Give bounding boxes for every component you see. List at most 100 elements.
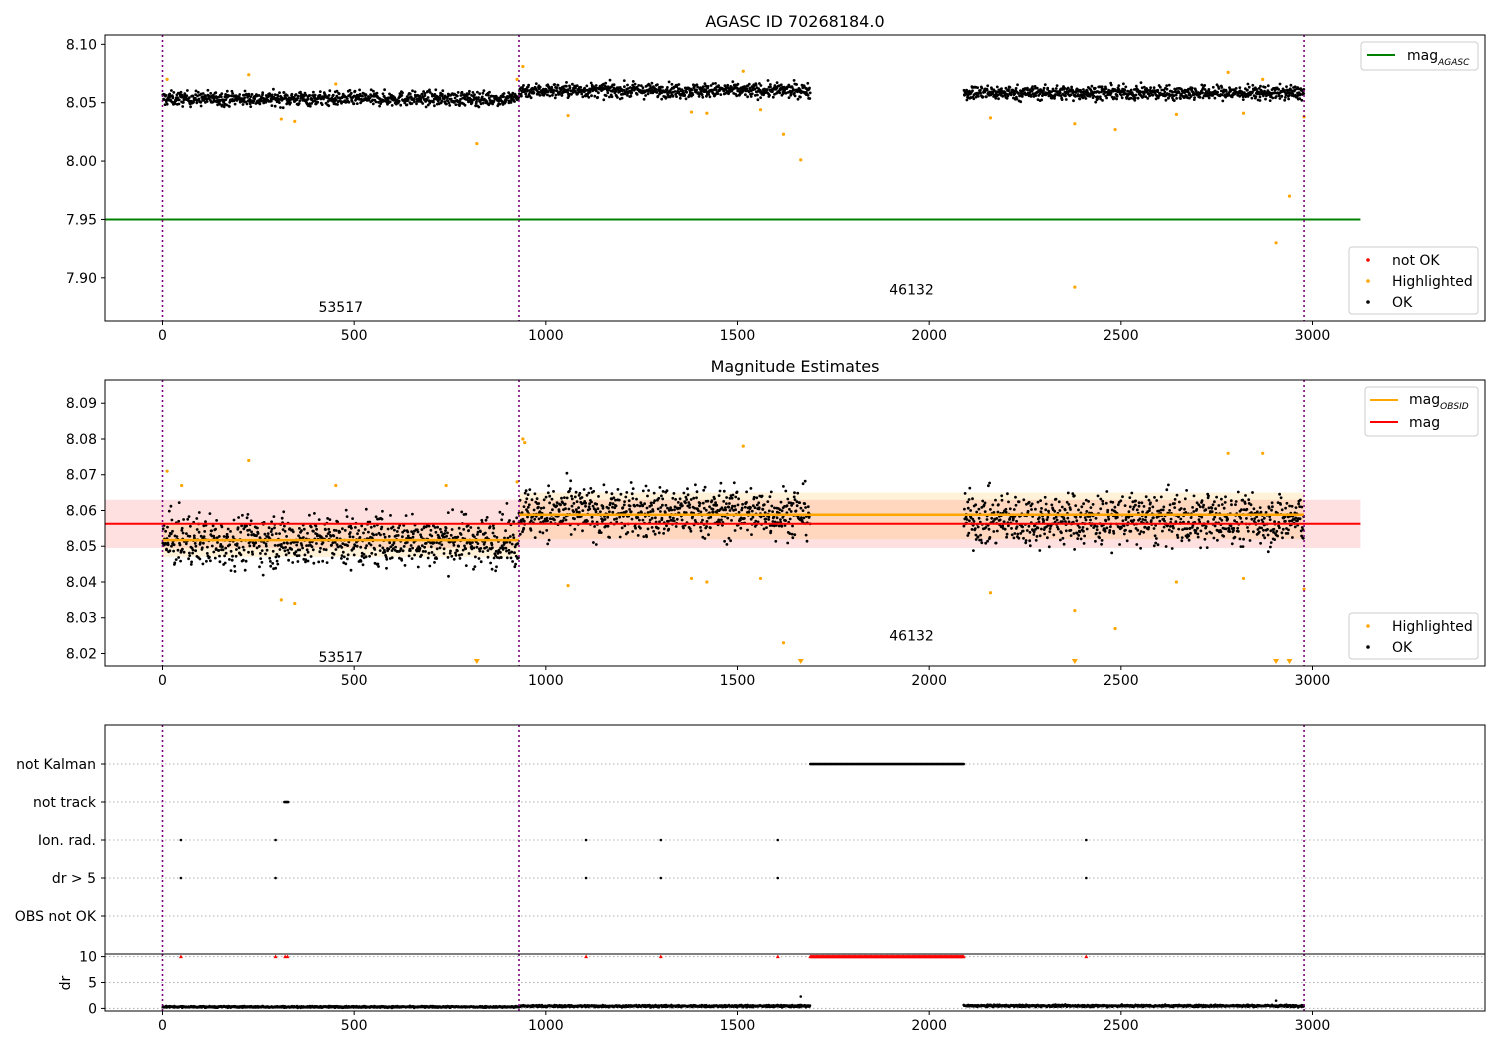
ok-point — [724, 508, 727, 512]
ok-point — [769, 490, 773, 494]
ok-point — [559, 503, 562, 507]
ok-point — [792, 79, 796, 82]
ok-point — [222, 535, 226, 538]
ok-point — [312, 529, 315, 533]
ok-point — [298, 527, 301, 530]
ok-point — [345, 515, 349, 518]
ok-point — [274, 566, 278, 570]
ok-point — [1283, 98, 1287, 102]
ok-point — [696, 85, 699, 89]
ok-point — [187, 96, 191, 99]
ok-point — [779, 518, 782, 521]
ok-point — [713, 497, 716, 501]
highlighted-point — [521, 64, 525, 69]
ok-point — [315, 542, 318, 545]
ok-point — [1153, 534, 1157, 538]
highlighted-point — [781, 132, 786, 136]
ok-point — [1080, 505, 1084, 509]
ok-point — [415, 102, 418, 106]
ok-point — [502, 546, 505, 550]
ok-point — [168, 534, 171, 538]
ok-point — [620, 526, 624, 530]
ok-point — [688, 527, 692, 531]
ok-point — [539, 506, 543, 510]
ok-point — [586, 519, 589, 523]
ok-point — [1255, 510, 1259, 514]
ok-point — [218, 554, 221, 558]
ok-point — [760, 494, 764, 498]
ok-point — [243, 96, 247, 100]
ok-point — [1082, 529, 1085, 533]
ok-point — [270, 527, 274, 531]
ok-point — [411, 89, 414, 93]
ok-point — [352, 94, 356, 98]
ok-point — [599, 531, 603, 534]
ok-point — [623, 85, 626, 89]
ok-point — [965, 98, 969, 102]
ok-point — [1009, 93, 1013, 97]
ok-point — [440, 99, 444, 103]
ok-point — [594, 543, 598, 546]
ok-point — [1223, 501, 1227, 504]
ok-point — [756, 98, 760, 102]
ok-point — [401, 91, 404, 95]
ok-point — [454, 553, 458, 557]
ok-point — [367, 530, 370, 534]
ok-point — [478, 92, 482, 96]
ok-point — [347, 100, 351, 104]
ok-point — [590, 515, 594, 519]
ok-point — [1192, 494, 1196, 498]
ok-point — [629, 510, 633, 514]
ok-point — [1173, 502, 1176, 505]
ok-point — [257, 94, 261, 97]
ok-point — [1054, 497, 1058, 501]
ok-point — [364, 93, 368, 97]
ok-point — [223, 561, 227, 565]
ok-point — [771, 510, 774, 513]
ok-point — [701, 518, 704, 522]
ok-point — [672, 519, 676, 523]
ok-point — [269, 560, 272, 563]
ok-point — [1151, 93, 1155, 97]
ok-point — [1078, 526, 1081, 529]
ok-point — [195, 528, 199, 531]
ok-point — [346, 553, 350, 557]
ok-point — [551, 508, 554, 512]
ok-point — [439, 527, 442, 531]
ok-point — [545, 516, 549, 520]
ok-point — [1094, 539, 1097, 543]
ok-point — [762, 503, 766, 506]
ok-point — [266, 532, 270, 535]
ok-point — [762, 527, 766, 531]
ok-point — [1199, 529, 1203, 533]
ok-point — [1043, 532, 1046, 536]
ok-point — [1229, 524, 1233, 528]
ok-point — [1158, 85, 1162, 89]
ok-point — [473, 565, 477, 568]
ok-point — [238, 93, 242, 96]
ok-point — [799, 95, 802, 99]
x-tick-label: 500 — [341, 328, 368, 344]
ok-point — [1116, 503, 1120, 507]
ok-point — [1040, 98, 1043, 102]
ok-point — [304, 93, 308, 97]
ok-point — [1123, 504, 1127, 507]
ok-point — [438, 546, 442, 550]
ok-point — [341, 527, 344, 531]
ok-point — [656, 526, 660, 530]
ok-point — [300, 544, 304, 547]
ok-point — [357, 529, 361, 532]
ok-point — [550, 85, 554, 89]
ok-point — [1263, 85, 1267, 89]
ok-point — [319, 546, 322, 550]
ok-point — [459, 97, 462, 101]
ok-point — [1173, 506, 1177, 509]
ok-point — [753, 506, 757, 510]
ok-point — [1210, 506, 1214, 510]
ok-point — [1259, 84, 1262, 88]
ok-point — [1101, 499, 1105, 503]
ok-point — [969, 509, 972, 512]
ok-point — [767, 509, 771, 513]
ok-point — [317, 518, 321, 521]
ok-point — [348, 535, 352, 539]
